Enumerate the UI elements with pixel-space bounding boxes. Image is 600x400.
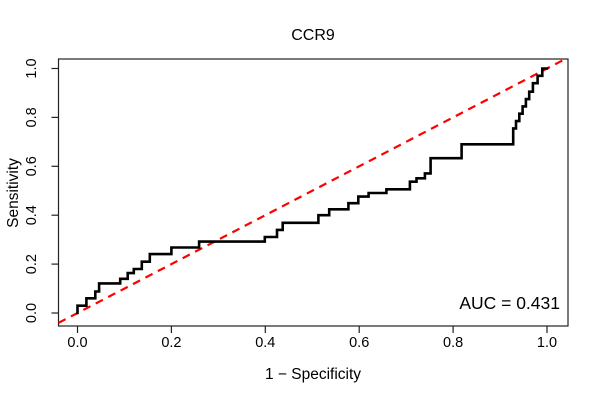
y-tick-label: 0.0	[24, 303, 40, 323]
y-tick-label: 0.2	[24, 254, 40, 274]
auc-annotation: AUC = 0.431	[459, 293, 560, 313]
x-tick-label: 1.0	[537, 335, 557, 351]
chance-diagonal-line	[57, 58, 566, 324]
y-axis-label: Sensitivity	[5, 158, 22, 228]
x-axis-label: 1 − Specificity	[265, 366, 361, 383]
plot-title: CCR9	[291, 27, 335, 44]
roc-curve	[76, 67, 549, 315]
y-tick-label: 0.6	[24, 156, 40, 176]
x-tick-label: 0.2	[161, 335, 181, 351]
y-tick-label: 1.0	[24, 58, 40, 78]
x-axis-ticks: 0.0 0.2 0.4 0.6 0.8 1.0	[67, 326, 557, 351]
x-tick-label: 0.6	[349, 335, 369, 351]
x-tick-label: 0.8	[443, 335, 463, 351]
y-tick-label: 0.4	[24, 205, 40, 225]
y-tick-label: 0.8	[24, 107, 40, 127]
x-tick-label: 0.0	[67, 335, 87, 351]
plot-box	[57, 58, 569, 327]
x-tick-label: 0.4	[255, 335, 275, 351]
y-axis-ticks: 0.0 0.2 0.4 0.6 0.8 1.0	[24, 58, 59, 323]
